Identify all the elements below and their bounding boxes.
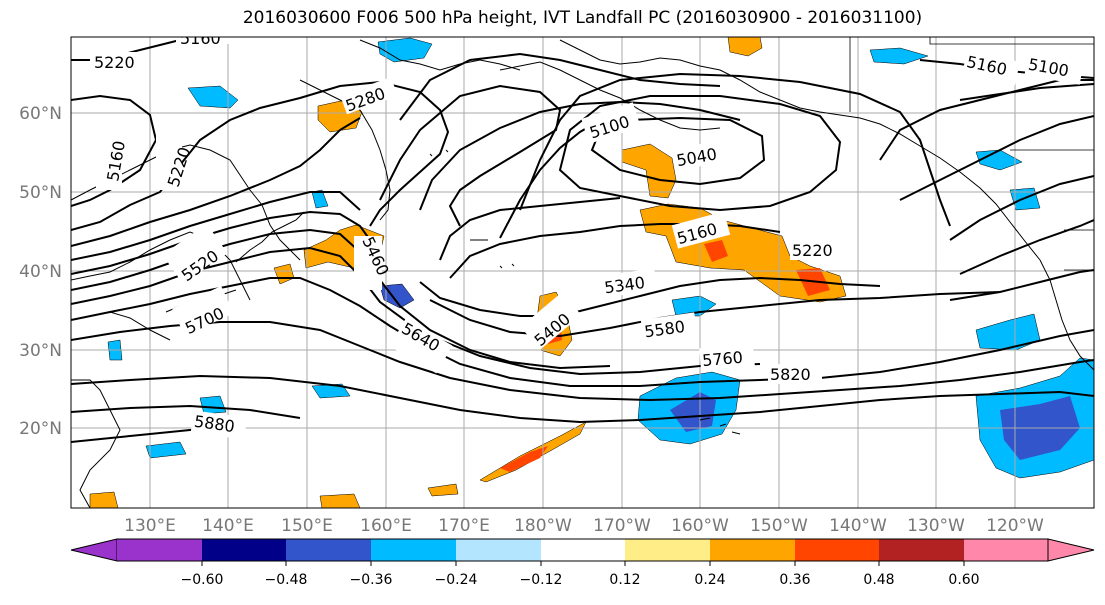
lon-label: 150°E	[281, 516, 333, 536]
colorbar-segment	[286, 539, 371, 561]
ivt-region-negative-strong	[670, 392, 716, 432]
ivt-region	[89, 491, 119, 508]
ivt-region	[427, 483, 459, 497]
colorbar-segment	[795, 539, 879, 561]
colorbar-tick-label: −0.24	[435, 572, 478, 588]
colorbar-tick-label: 0.36	[779, 572, 810, 588]
ivt-region-strong	[500, 446, 548, 472]
colorbar-ticks	[201, 561, 965, 566]
ivt-region-strong	[704, 240, 728, 262]
lat-label: 40°N	[19, 262, 62, 282]
colorbar-segment	[710, 539, 795, 561]
colorbar-extend-low	[70, 538, 118, 562]
ivt-region-negative	[199, 395, 227, 415]
height-contours	[71, 37, 1094, 443]
colorbar-tick-label: −0.48	[265, 572, 308, 588]
colorbar: −0.60 −0.48 −0.36 −0.24 −0.12 0.12 0.24 …	[70, 538, 1095, 588]
latitude-labels: 60°N 50°N 40°N 30°N 20°N	[19, 104, 62, 439]
contour-label: 5820	[770, 365, 811, 384]
ivt-region-negative	[377, 37, 433, 63]
colorbar-segment	[879, 539, 964, 561]
contour-label: 5220	[94, 53, 135, 72]
lon-label: 180°W	[514, 516, 572, 536]
lat-label: 50°N	[19, 183, 62, 203]
ivt-region	[621, 143, 677, 199]
colorbar-segment	[625, 539, 710, 561]
colorbar-tick-label: 0.48	[863, 572, 894, 588]
lat-label: 20°N	[19, 419, 62, 439]
ivt-region-negative	[311, 189, 329, 209]
lon-label: 120°W	[986, 516, 1044, 536]
colorbar-segment	[371, 539, 456, 561]
colorbar-tick-label: 0.12	[609, 572, 640, 588]
colorbar-tick-label: 0.60	[948, 572, 979, 588]
lon-label: 130°E	[124, 516, 176, 536]
contour-label: 5160	[180, 29, 221, 48]
lat-label: 30°N	[19, 341, 62, 361]
colorbar-tick-label: 0.24	[694, 572, 725, 588]
colorbar-segment	[541, 539, 625, 561]
lon-label: 170°W	[593, 516, 651, 536]
ivt-region-negative	[145, 441, 187, 459]
lon-label: 170°E	[438, 516, 490, 536]
ivt-region	[319, 493, 361, 508]
colorbar-tick-label: −0.60	[181, 572, 224, 588]
colorbar-segment	[964, 539, 1048, 561]
colorbar-segment	[202, 539, 286, 561]
political-borders	[849, 37, 1094, 271]
colorbar-extend-high	[1047, 538, 1095, 562]
longitude-labels: 130°E 140°E 150°E 160°E 170°E 180°W 170°…	[124, 516, 1044, 536]
lon-label: 140°W	[829, 516, 887, 536]
lon-label: 160°E	[360, 516, 412, 536]
lon-label: 140°E	[202, 516, 254, 536]
map-title: 2016030600 F006 500 hPa height, IVT Land…	[242, 8, 923, 28]
lon-label: 150°W	[750, 516, 808, 536]
colorbar-tick-label: −0.12	[520, 572, 563, 588]
contour-label: 5760	[701, 348, 743, 370]
map-border	[70, 36, 1095, 509]
lon-label: 160°W	[671, 516, 729, 536]
ivt-region	[727, 37, 763, 57]
colorbar-segment	[117, 539, 202, 561]
ivt-region-negative	[869, 47, 929, 65]
ivt-region-negative	[975, 149, 1023, 171]
colorbar-tick-label: −0.36	[350, 572, 393, 588]
lon-label: 130°W	[907, 516, 965, 536]
ivt-region-negative	[187, 85, 239, 109]
colorbar-segment	[456, 539, 541, 561]
contour-label: 5220	[792, 241, 833, 260]
lat-label: 60°N	[19, 104, 62, 124]
